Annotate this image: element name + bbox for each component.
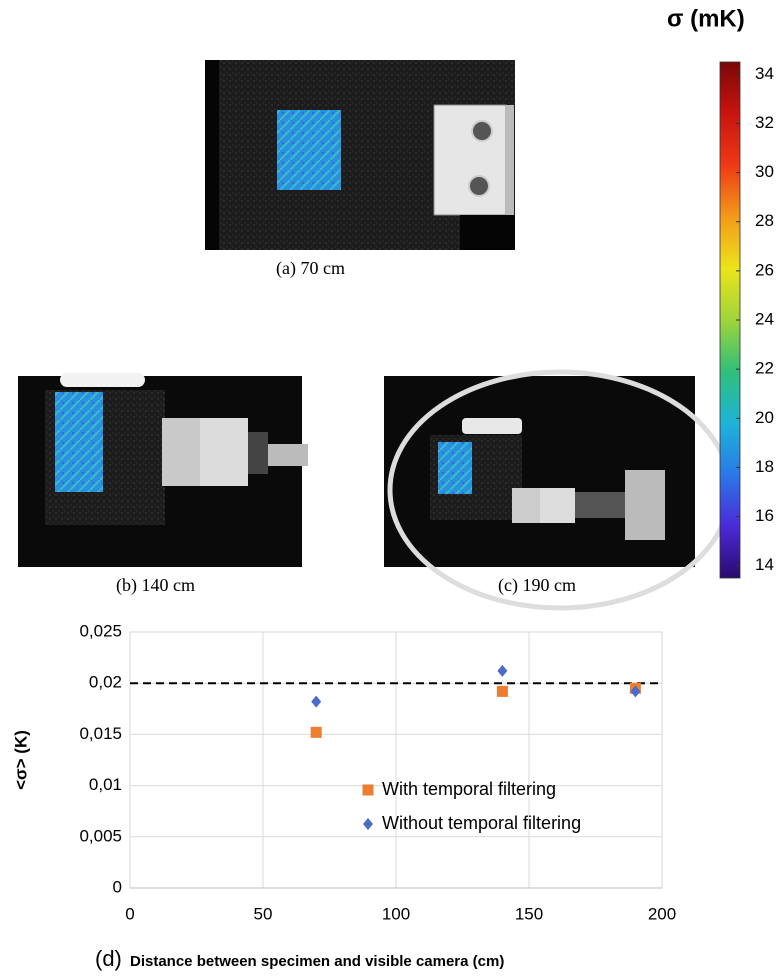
- colorbar-tick-label: 30: [755, 162, 774, 181]
- x-tick-label: 200: [648, 904, 676, 923]
- colorbar-tick-label: 24: [755, 309, 774, 328]
- caption: (b) 140 cm: [116, 575, 195, 596]
- caption: (c) 190 cm: [498, 575, 576, 596]
- colorbar-tick-label: 22: [755, 359, 774, 378]
- point: [311, 695, 322, 708]
- y-tick-label: 0,015: [79, 724, 122, 743]
- panel-label: (d): [95, 946, 122, 971]
- y-tick-label: 0,01: [89, 775, 122, 794]
- photo-b: [18, 373, 308, 567]
- colorbar-tick-label: 28: [755, 211, 774, 230]
- caption: (a) 70 cm: [276, 258, 345, 279]
- x-axis-label: Distance between specimen and visible ca…: [130, 953, 504, 970]
- colorbar-tick-label: 26: [755, 260, 774, 279]
- x-tick-label: 150: [515, 904, 543, 923]
- legend-marker: [362, 784, 374, 796]
- x-tick-label: 100: [382, 904, 410, 923]
- photo-c: [384, 369, 733, 611]
- colorbar-tick-label: 20: [755, 408, 774, 427]
- point: [497, 664, 508, 677]
- photo-a: [205, 60, 515, 250]
- x-tick-label: 50: [254, 904, 273, 923]
- y-tick-label: 0,005: [79, 826, 122, 845]
- colorbar-tick-label: 16: [755, 506, 774, 525]
- y-axis-label: <σ> (K): [11, 730, 30, 790]
- y-tick-label: 0: [113, 877, 122, 896]
- y-tick-label: 0,025: [79, 621, 122, 640]
- colorbar-tick-label: 14: [755, 555, 774, 574]
- y-tick-label: 0,02: [89, 673, 122, 692]
- colorbar-tick-label: 18: [755, 457, 774, 476]
- point: [630, 685, 641, 698]
- legend-label: Without temporal filtering: [382, 813, 581, 833]
- legend-marker: [363, 818, 373, 830]
- x-tick-label: 0: [125, 904, 134, 923]
- colorbar-title: σ (mK): [667, 5, 745, 32]
- legend-label: With temporal filtering: [382, 779, 556, 799]
- point: [310, 726, 322, 738]
- colorbar-tick-label: 34: [755, 64, 774, 83]
- point: [496, 685, 508, 697]
- colorbar-tick-label: 32: [755, 113, 774, 132]
